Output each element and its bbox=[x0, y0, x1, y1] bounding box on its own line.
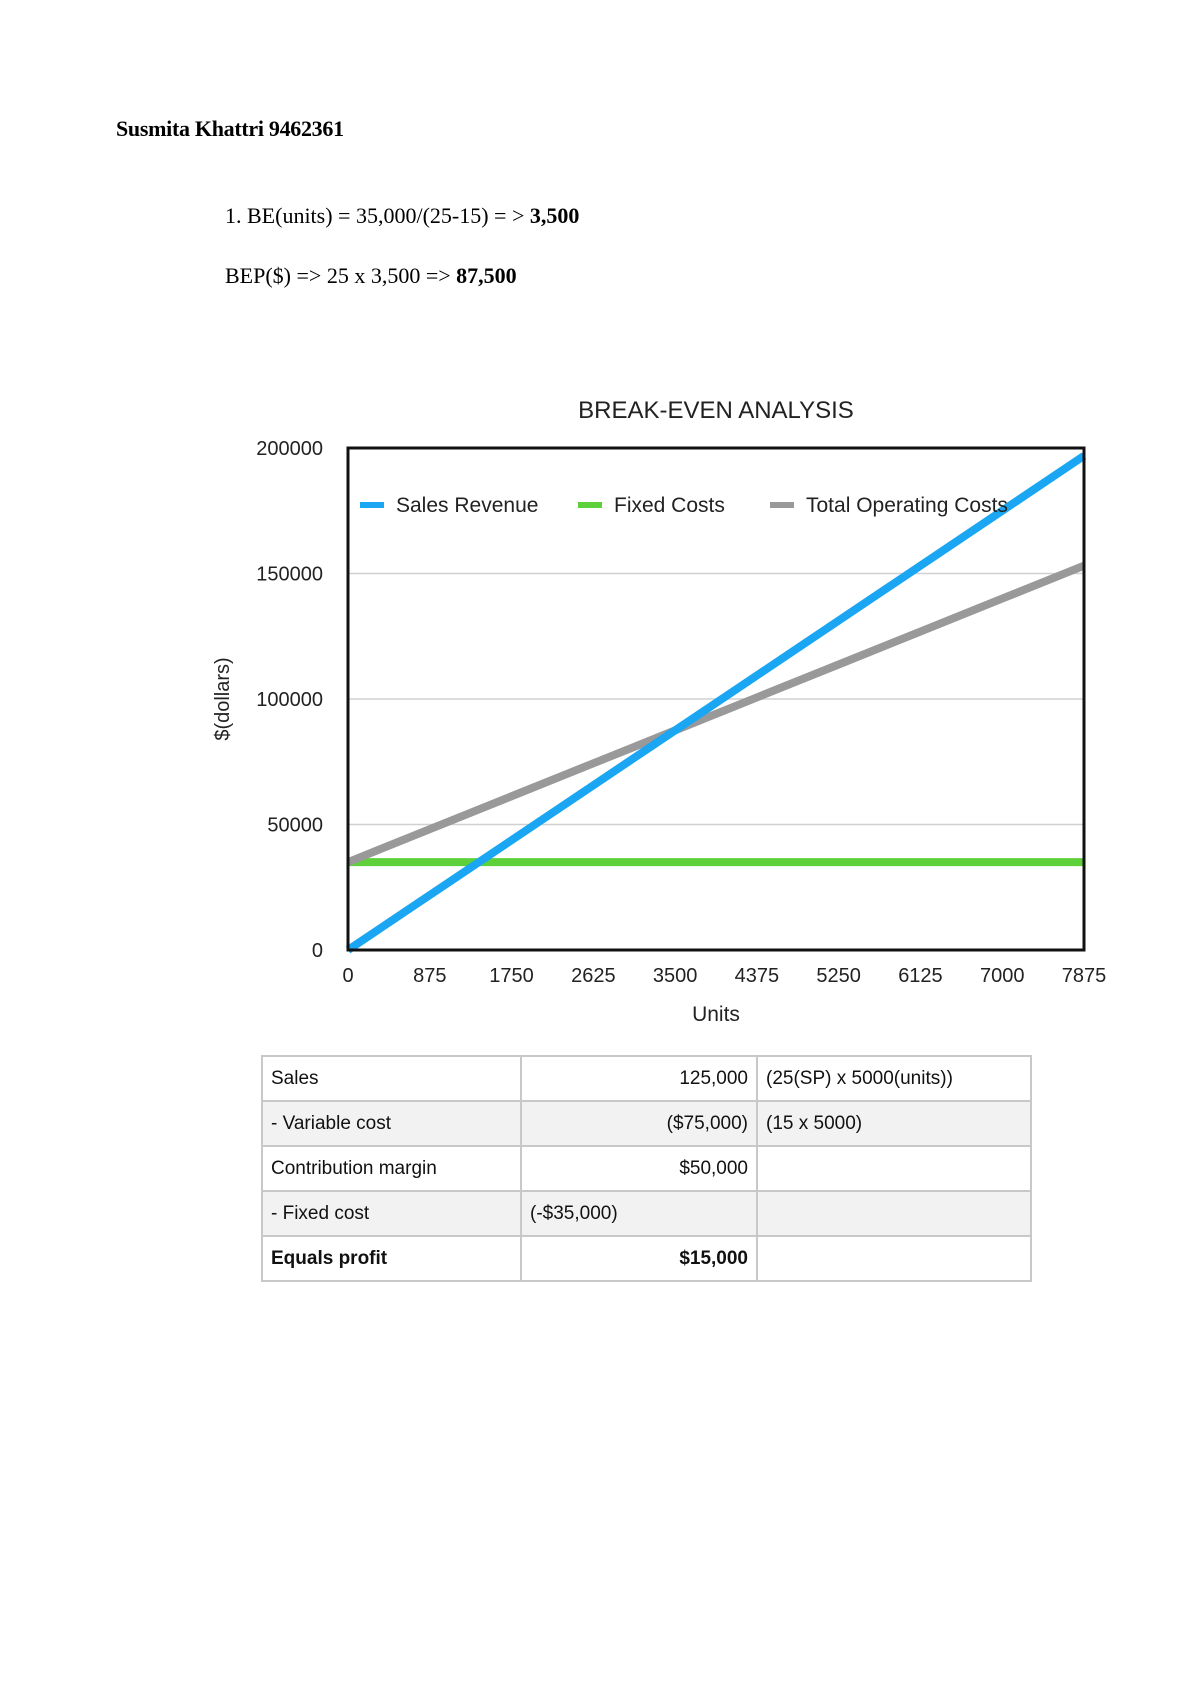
x-tick-label: 5250 bbox=[816, 965, 861, 987]
series-line-total-operating-costs bbox=[346, 561, 1086, 866]
legend-label: Total Operating Costs bbox=[806, 494, 1008, 517]
formula-text: BEP($) => 25 x 3,500 => bbox=[225, 263, 457, 288]
cell-note bbox=[756, 1145, 1032, 1192]
cell-note bbox=[756, 1190, 1032, 1237]
break-even-chart: BREAK-EVEN ANALYSIS 0 50000 100000 150000 20… bbox=[212, 397, 1107, 1026]
break-even-dollars-formula: BEP($) => 25 x 3,500 => 87,500 bbox=[225, 263, 517, 289]
cell-amount: 125,000 bbox=[520, 1055, 758, 1102]
x-tick-label: 7000 bbox=[980, 965, 1025, 987]
legend-label: Sales Revenue bbox=[396, 494, 538, 517]
x-tick-label: 6125 bbox=[898, 965, 943, 987]
y-tick-label: 150000 bbox=[256, 564, 323, 586]
cell-note: (25(SP) x 5000(units)) bbox=[756, 1055, 1032, 1102]
x-tick-label: 7875 bbox=[1062, 965, 1107, 987]
formula-text: 1. BE(units) = 35,000/(25-15) = > bbox=[225, 203, 530, 228]
y-axis-label: $(dollars) bbox=[212, 657, 234, 740]
x-axis-label: Units bbox=[692, 1003, 740, 1026]
cell-amount: $15,000 bbox=[520, 1235, 758, 1282]
x-tick-label: 3500 bbox=[653, 965, 698, 987]
cell-label: - Variable cost bbox=[261, 1100, 522, 1147]
y-tick-label: 50000 bbox=[267, 815, 323, 837]
cell-amount: $50,000 bbox=[520, 1145, 758, 1192]
x-tick-label: 875 bbox=[413, 965, 446, 987]
profit-table: Sales 125,000 (25(SP) x 5000(units)) - Vari… bbox=[261, 1055, 1032, 1282]
cell-label: Sales bbox=[261, 1055, 522, 1102]
table-row: - Fixed cost (-$35,000) bbox=[261, 1190, 1032, 1237]
plot-frame bbox=[346, 446, 1086, 952]
x-tick-label: 0 bbox=[342, 965, 353, 987]
cell-note bbox=[756, 1235, 1032, 1282]
cell-label: - Fixed cost bbox=[261, 1190, 522, 1237]
x-tick-label: 4375 bbox=[735, 965, 780, 987]
chart-title: BREAK-EVEN ANALYSIS bbox=[578, 397, 854, 424]
author-name: Susmita Khattri 9462361 bbox=[116, 116, 344, 141]
y-tick-label: 0 bbox=[312, 940, 323, 962]
table-row: - Variable cost ($75,000) (15 x 5000) bbox=[261, 1100, 1032, 1147]
cell-note: (15 x 5000) bbox=[756, 1100, 1032, 1147]
formula-result: 3,500 bbox=[529, 203, 580, 228]
cell-amount: (-$35,000) bbox=[520, 1190, 758, 1237]
legend-label: Fixed Costs bbox=[614, 494, 725, 517]
formula-result: 87,500 bbox=[456, 263, 517, 288]
cell-label: Contribution margin bbox=[261, 1145, 522, 1192]
break-even-units-formula: 1. BE(units) = 35,000/(25-15) = > 3,500 bbox=[225, 203, 579, 229]
table-row: Contribution margin $50,000 bbox=[261, 1145, 1032, 1192]
y-tick-label: 100000 bbox=[256, 689, 323, 711]
cell-amount: ($75,000) bbox=[520, 1100, 758, 1147]
x-tick-label: 2625 bbox=[571, 965, 616, 987]
cell-label: Equals profit bbox=[261, 1235, 522, 1282]
x-tick-label: 1750 bbox=[489, 965, 534, 987]
series-line-sales-revenue bbox=[345, 452, 1087, 954]
table-row: Equals profit $15,000 bbox=[261, 1235, 1032, 1282]
y-tick-label: 200000 bbox=[256, 438, 323, 460]
table-row: Sales 125,000 (25(SP) x 5000(units)) bbox=[261, 1055, 1032, 1102]
